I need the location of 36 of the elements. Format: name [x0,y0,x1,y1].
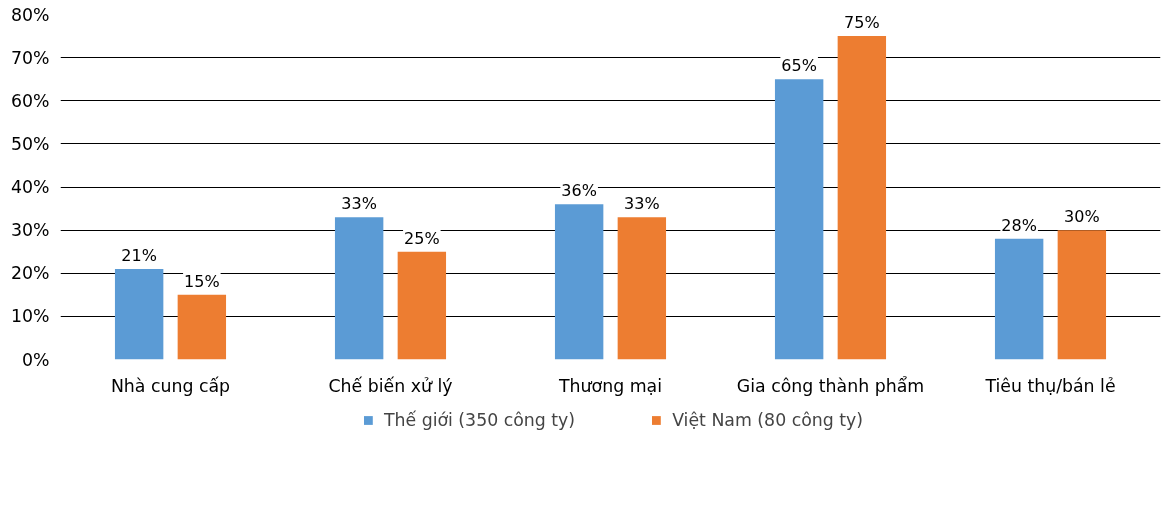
data-label: 33% [341,194,377,214]
data-label: 33% [624,194,660,214]
y-tick-label: 10% [10,306,50,327]
bar [554,204,604,360]
data-label: 30% [1064,207,1100,227]
bar [837,36,887,360]
x-tick-label: Chế biến xử lý [328,375,453,396]
data-label: 15% [184,271,220,291]
y-tick-label: 0% [22,349,50,370]
data-label: 28% [1001,215,1037,235]
x-tick-label: Thương mại [558,375,662,396]
y-tick-label: 60% [10,90,50,111]
x-tick-label: Nhà cung cấp [110,375,231,396]
bar [774,79,824,360]
legend-label: Việt Nam (80 công ty) [672,410,864,430]
data-label: 21% [121,245,157,265]
data-label: 36% [561,181,597,201]
bar [334,217,384,360]
y-tick-label: 80% [10,4,50,25]
y-tick-label: 50% [10,133,50,154]
bar [994,238,1044,360]
y-tick-label: 30% [10,220,50,241]
bar [177,294,227,360]
data-label: 65% [781,56,817,76]
x-tick-label: Tiêu thụ/bán lẻ [984,375,1116,396]
legend-label: Thế giới (350 công ty) [383,410,576,430]
y-tick-label: 40% [10,177,50,197]
y-tick-label: 70% [10,47,50,68]
bar [617,217,667,360]
x-tick-label: Gia công thành phẩm [736,375,925,396]
bar [1057,230,1107,360]
data-label: 75% [844,13,880,33]
data-label: 25% [404,228,440,248]
y-tick-label: 20% [10,263,50,284]
bar [114,268,164,360]
bar [397,251,447,360]
